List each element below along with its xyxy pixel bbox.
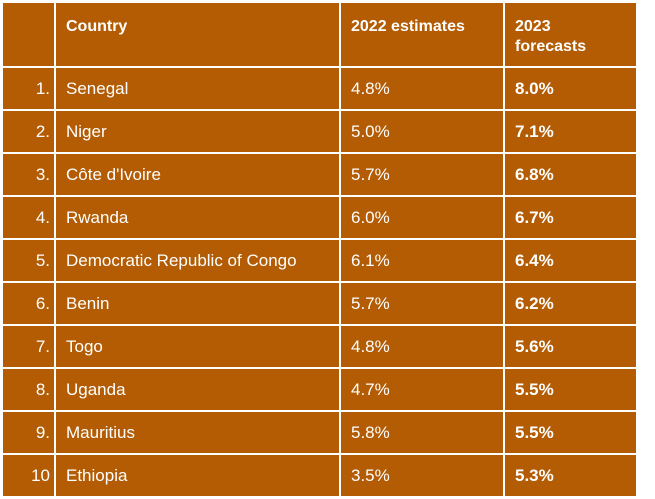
header-rank <box>3 3 54 66</box>
rank-cell: 5. <box>3 240 54 281</box>
estimate-2022-cell: 6.0% <box>341 197 503 238</box>
table-row: 9. Mauritius 5.8% 5.5% <box>3 412 636 453</box>
estimate-2022-cell: 5.8% <box>341 412 503 453</box>
estimate-2022-cell: 3.5% <box>341 455 503 496</box>
estimate-2022-cell: 4.8% <box>341 326 503 367</box>
estimate-2022-cell: 6.1% <box>341 240 503 281</box>
country-cell: Rwanda <box>56 197 339 238</box>
rank-cell: 6. <box>3 283 54 324</box>
country-cell: Ethiopia <box>56 455 339 496</box>
table-row: 2. Niger 5.0% 7.1% <box>3 111 636 152</box>
forecast-2023-cell: 6.7% <box>505 197 636 238</box>
country-cell: Democratic Republic of Congo <box>56 240 339 281</box>
rank-cell: 1. <box>3 68 54 109</box>
estimate-2022-cell: 5.0% <box>341 111 503 152</box>
table-row: 7. Togo 4.8% 5.6% <box>3 326 636 367</box>
forecast-2023-cell: 6.2% <box>505 283 636 324</box>
table-row: 3. Côte d'Ivoire 5.7% 6.8% <box>3 154 636 195</box>
country-cell: Niger <box>56 111 339 152</box>
forecast-2023-cell: 5.5% <box>505 369 636 410</box>
country-cell: Togo <box>56 326 339 367</box>
table-row: 8. Uganda 4.7% 5.5% <box>3 369 636 410</box>
rank-cell: 7. <box>3 326 54 367</box>
header-2022-estimates: 2022 estimates <box>341 3 503 66</box>
rank-cell: 4. <box>3 197 54 238</box>
estimate-2022-cell: 4.8% <box>341 68 503 109</box>
rank-cell: 10 <box>3 455 54 496</box>
rank-cell: 9. <box>3 412 54 453</box>
rank-cell: 8. <box>3 369 54 410</box>
estimate-2022-cell: 5.7% <box>341 283 503 324</box>
header-row: Country 2022 estimates 2023 forecasts <box>3 3 636 66</box>
estimate-2022-cell: 4.7% <box>341 369 503 410</box>
forecast-2023-cell: 6.4% <box>505 240 636 281</box>
growth-forecast-table: Country 2022 estimates 2023 forecasts 1.… <box>1 1 638 498</box>
table-row: 4. Rwanda 6.0% 6.7% <box>3 197 636 238</box>
table-row: 10 Ethiopia 3.5% 5.3% <box>3 455 636 496</box>
country-cell: Mauritius <box>56 412 339 453</box>
rank-cell: 2. <box>3 111 54 152</box>
header-2023-forecasts: 2023 forecasts <box>505 3 636 66</box>
estimate-2022-cell: 5.7% <box>341 154 503 195</box>
forecast-2023-cell: 5.5% <box>505 412 636 453</box>
country-cell: Côte d'Ivoire <box>56 154 339 195</box>
table-row: 1. Senegal 4.8% 8.0% <box>3 68 636 109</box>
header-country: Country <box>56 3 339 66</box>
country-cell: Uganda <box>56 369 339 410</box>
forecast-2023-cell: 8.0% <box>505 68 636 109</box>
country-cell: Senegal <box>56 68 339 109</box>
rank-cell: 3. <box>3 154 54 195</box>
table-row: 5. Democratic Republic of Congo 6.1% 6.4% <box>3 240 636 281</box>
forecast-2023-cell: 7.1% <box>505 111 636 152</box>
forecast-2023-cell: 5.3% <box>505 455 636 496</box>
table-row: 6. Benin 5.7% 6.2% <box>3 283 636 324</box>
forecast-2023-cell: 6.8% <box>505 154 636 195</box>
country-cell: Benin <box>56 283 339 324</box>
forecast-2023-cell: 5.6% <box>505 326 636 367</box>
